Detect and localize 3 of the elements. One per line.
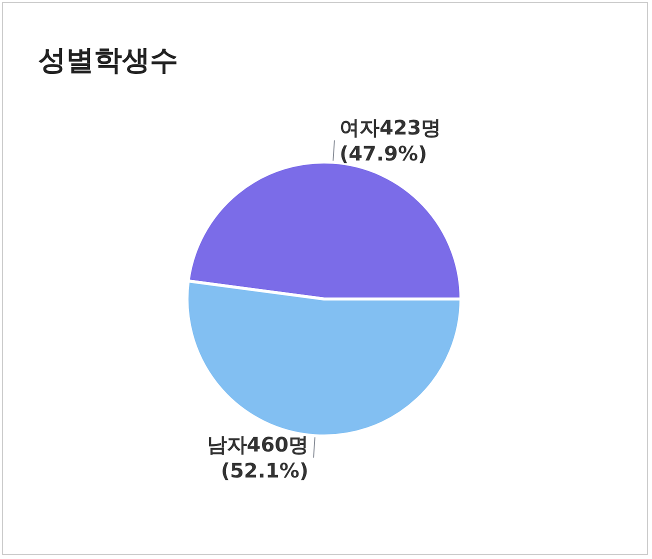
chart-title: 성별학생수	[38, 44, 178, 76]
slice-label: 남자460명 (52.1%)	[206, 432, 309, 483]
slice-label: 여자423명 (47.9%)	[339, 115, 442, 166]
